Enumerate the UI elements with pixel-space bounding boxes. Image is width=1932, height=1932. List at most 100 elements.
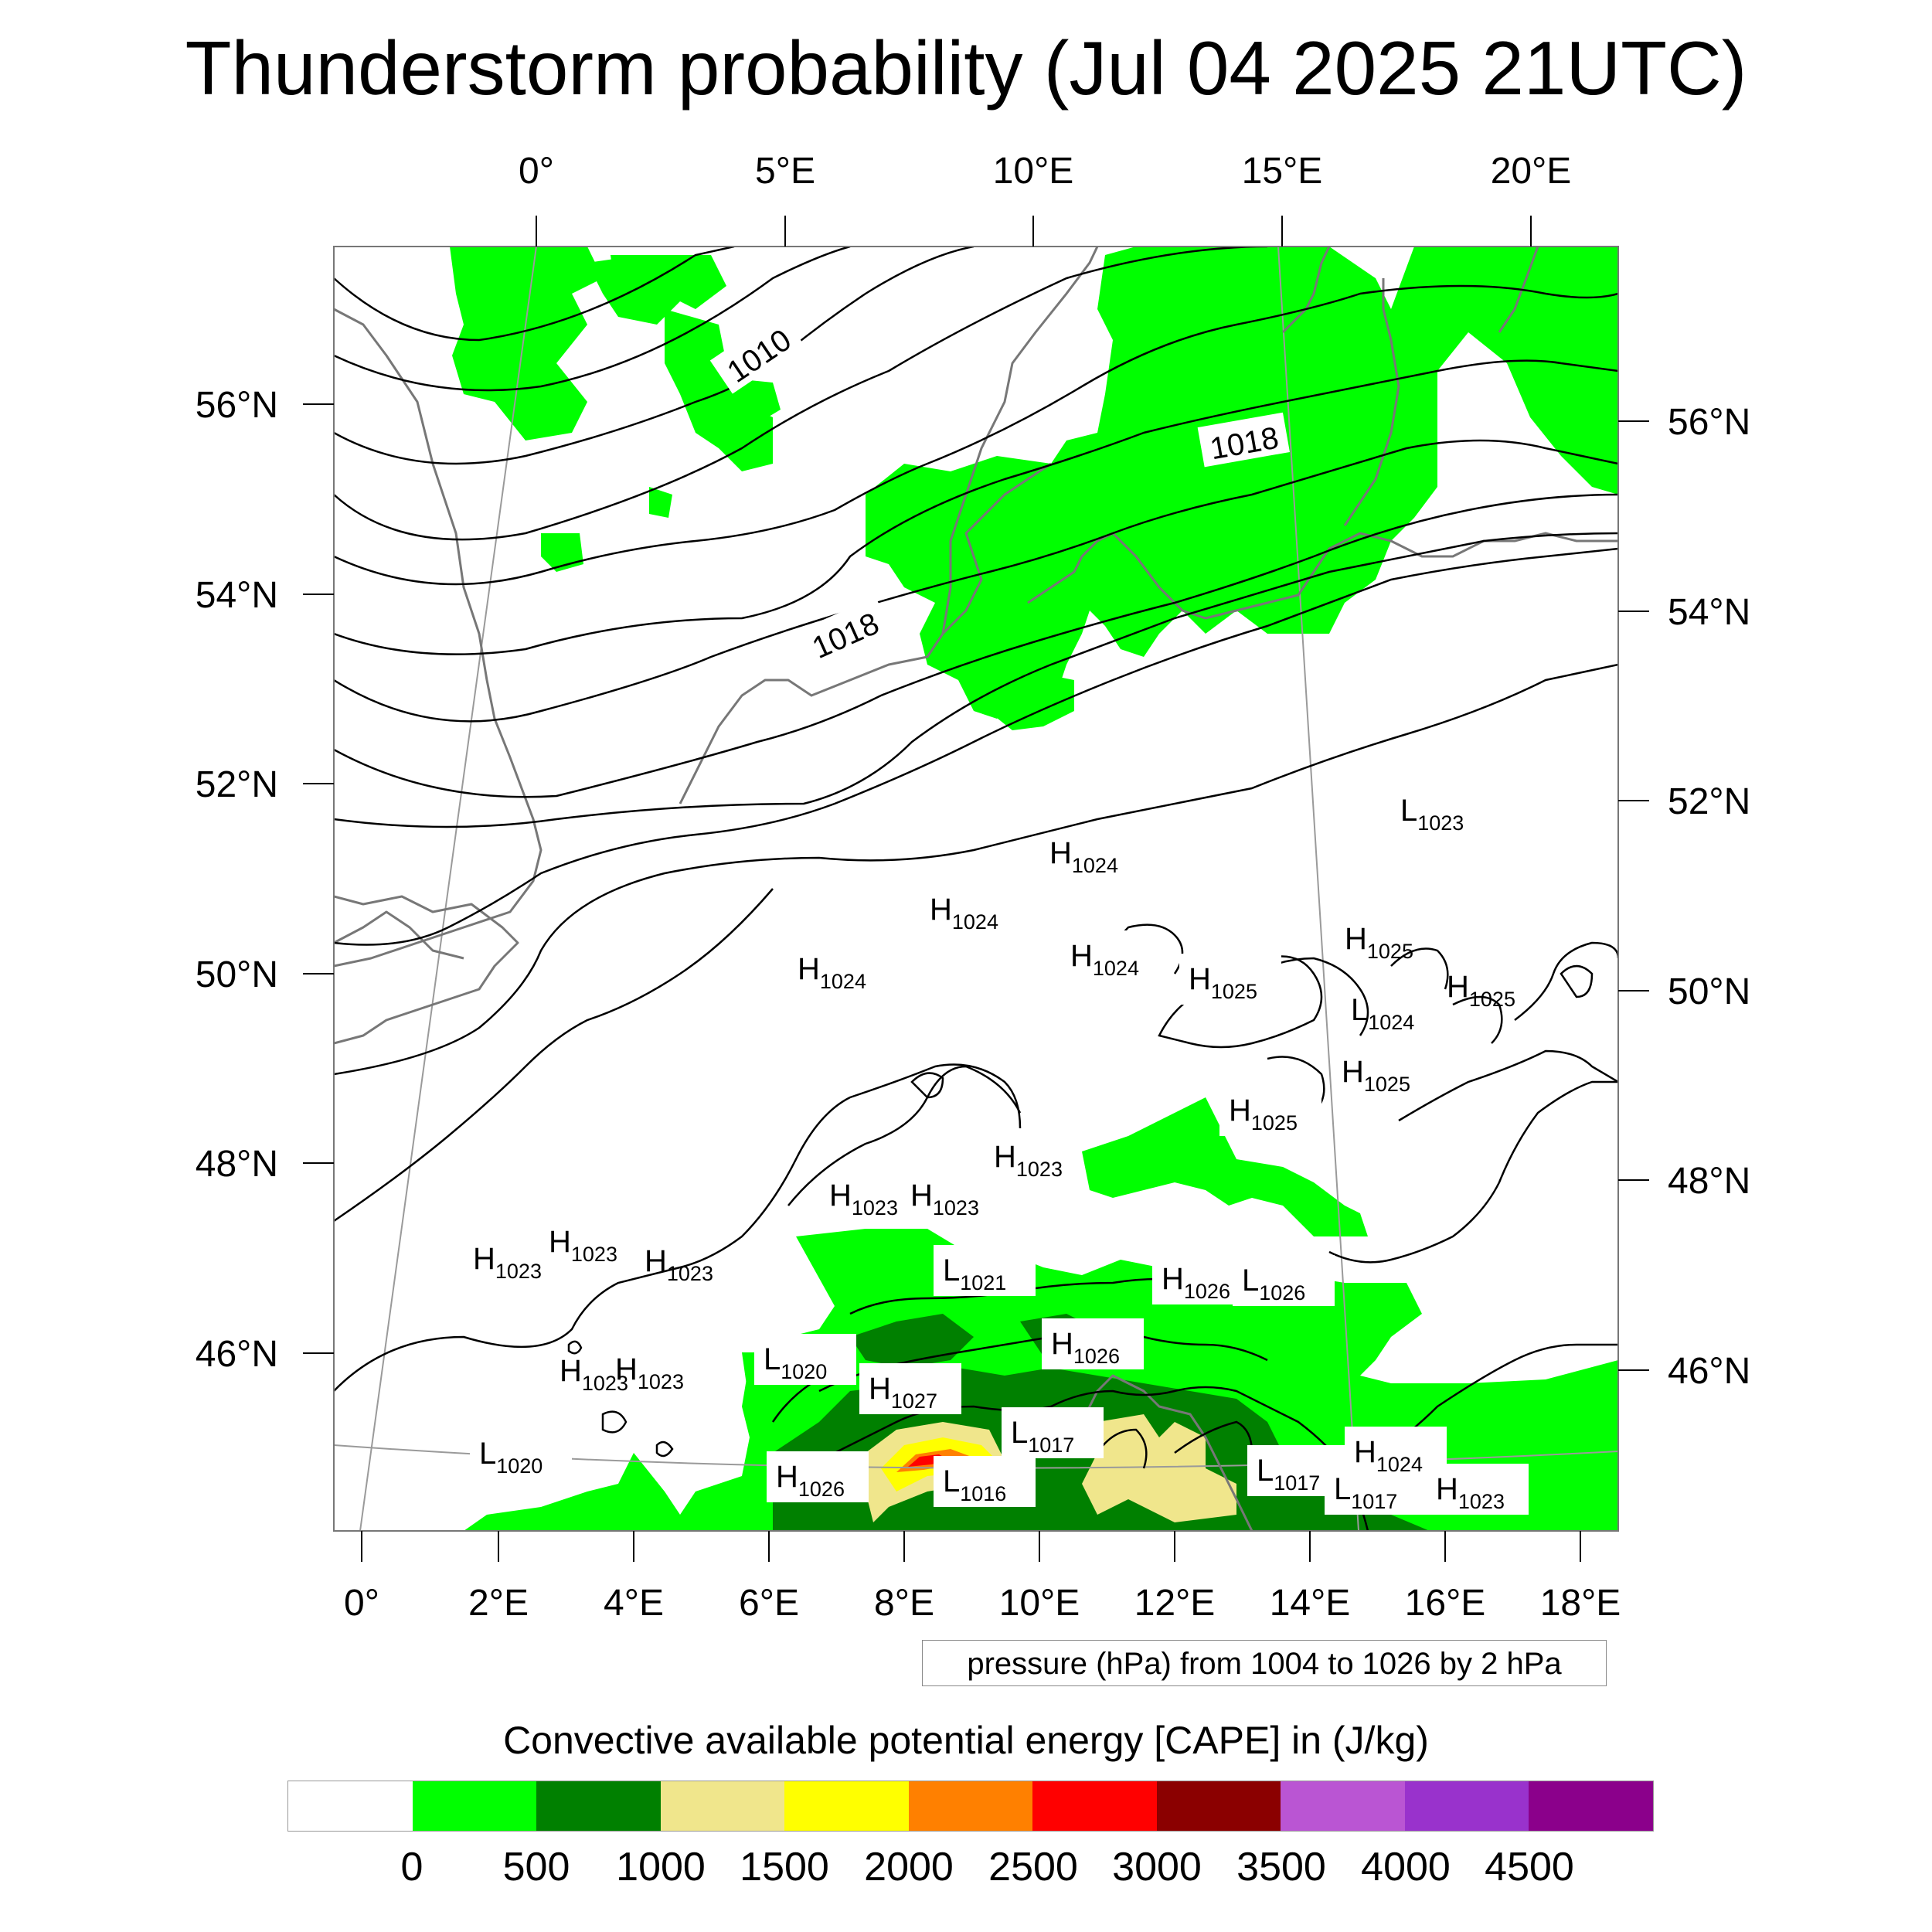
pressure-center-label: H1023: [473, 1242, 542, 1283]
bottom-axis-label: 6°E: [739, 1583, 799, 1624]
coastlines: [334, 247, 1618, 1531]
high-pressure-center: H1024: [1049, 836, 1118, 877]
colorbar-label: 500: [502, 1845, 570, 1889]
left-axis-label: 46°N: [196, 1334, 278, 1375]
pressure-center-box: [859, 1363, 961, 1414]
colorbar-swatch: [1156, 1781, 1281, 1831]
high-pressure-center: H1023: [615, 1352, 684, 1393]
pressure-center-label: L1017: [1011, 1416, 1074, 1457]
right-axis-label: 50°N: [1668, 971, 1750, 1012]
high-pressure-center: H1023: [829, 1179, 898, 1219]
high-pressure-center: H1026: [1042, 1318, 1144, 1369]
pressure-center-label: L1023: [1400, 794, 1464, 835]
pressure-center-label: H1024: [798, 952, 866, 993]
pressure-center-box: [1219, 1085, 1321, 1136]
colorbar-label: 1500: [740, 1845, 829, 1889]
pressure-center-box: [767, 1451, 869, 1502]
bottom-axis-label: 18°E: [1540, 1583, 1621, 1624]
pressure-center-label: H1023: [645, 1244, 713, 1285]
colorbar-swatch: [1281, 1781, 1405, 1831]
pressure-center-box: [934, 1245, 1036, 1296]
colorbar-swatch: [288, 1781, 413, 1831]
colorbar-swatch: [536, 1781, 661, 1831]
pressure-center-box: [470, 1428, 572, 1479]
colorbar-label: 3500: [1236, 1845, 1326, 1889]
bottom-axis-label: 2°E: [468, 1583, 529, 1624]
colorbar-swatch: [1404, 1781, 1529, 1831]
low-pressure-center: L1020: [754, 1334, 856, 1385]
colorbar-label: 2500: [988, 1845, 1078, 1889]
top-axis-labels: 0° 5°E 10°E 15°E 20°E: [519, 151, 1571, 192]
colorbar-swatch: [908, 1781, 1033, 1831]
right-axis-label: 48°N: [1668, 1161, 1750, 1202]
high-pressure-center: H1024: [1061, 930, 1163, 981]
pressure-center-label: H1026: [776, 1460, 845, 1501]
bottom-axis-label: 16°E: [1405, 1583, 1486, 1624]
low-pressure-center: L1021: [934, 1245, 1036, 1296]
left-axis-label: 56°N: [196, 385, 278, 426]
right-axis-label: 46°N: [1668, 1351, 1750, 1392]
pressure-center-label: H1026: [1051, 1327, 1120, 1368]
left-axis-label: 50°N: [196, 954, 278, 995]
bottom-axis-label: 8°E: [874, 1583, 934, 1624]
pressure-center-label: H1025: [1447, 970, 1515, 1011]
pressure-center-label: H1023: [560, 1354, 628, 1395]
pressure-center-label: H1024: [1354, 1435, 1423, 1476]
pressure-center-label: L1016: [943, 1464, 1006, 1505]
pressure-center-box: [1233, 1255, 1335, 1306]
pressure-center-box: [1179, 954, 1281, 1005]
right-axis-label: 56°N: [1668, 402, 1750, 443]
high-pressure-center: H1023: [1427, 1464, 1529, 1515]
page-title: Thunderstorm probability (Jul 04 2025 21…: [185, 26, 1747, 111]
pressure-center-box: [754, 1334, 856, 1385]
low-pressure-center: L1024: [1351, 993, 1414, 1034]
pressure-center-label: H1023: [910, 1179, 979, 1219]
left-axis-label: 52°N: [196, 764, 278, 805]
bottom-axis-label: 0°: [344, 1583, 379, 1624]
right-axis-label: 54°N: [1668, 592, 1750, 633]
high-pressure-center: H1023: [549, 1225, 617, 1266]
left-axis-label: 48°N: [196, 1144, 278, 1185]
high-pressure-center: H1023: [560, 1354, 628, 1395]
pressure-center-label: H1026: [1162, 1262, 1230, 1303]
high-pressure-center: H1024: [930, 893, 998, 934]
pressure-center-label: H1024: [930, 893, 998, 934]
high-pressure-center: H1024: [798, 952, 866, 993]
pressure-center-label: H1023: [549, 1225, 617, 1266]
pressure-center-label: H1024: [1070, 939, 1139, 980]
pressure-center-label: L1020: [479, 1437, 543, 1478]
colorbar-swatch: [1529, 1781, 1654, 1831]
low-pressure-center: L1016: [934, 1456, 1036, 1507]
high-pressure-center: H1023: [473, 1242, 542, 1283]
colorbar-swatch: [784, 1781, 909, 1831]
pressure-center-label: H1024: [1049, 836, 1118, 877]
top-axis-label: 15°E: [1242, 151, 1323, 192]
bottom-axis-label: 12°E: [1134, 1583, 1216, 1624]
bottom-axis-labels: 0° 2°E 4°E 6°E 8°E 10°E 12°E 14°E 16°E 1…: [344, 1583, 1621, 1624]
pressure-center-label: H1025: [1345, 922, 1413, 963]
pressure-center-label: H1023: [829, 1179, 898, 1219]
pressure-center-label: L1026: [1242, 1264, 1305, 1304]
contour-info-box: pressure (hPa) from 1004 to 1026 by 2 hP…: [922, 1640, 1607, 1686]
low-pressure-center: L1017: [1002, 1407, 1104, 1458]
plot-frame: [333, 246, 1619, 1532]
pressure-center-label: H1025: [1342, 1055, 1410, 1096]
top-axis-label: 5°E: [755, 151, 815, 192]
colorbar-swatch: [412, 1781, 537, 1831]
colorbar-swatch: [660, 1781, 785, 1831]
pressure-center-label: H1025: [1229, 1094, 1298, 1134]
low-pressure-center: L1023: [1400, 794, 1464, 835]
pressure-center-box: [1002, 1407, 1104, 1458]
high-pressure-center: H1023: [910, 1179, 979, 1219]
pressure-center-label: L1017: [1334, 1472, 1397, 1513]
left-axis-labels: 56°N 54°N 52°N 50°N 48°N 46°N: [196, 385, 278, 1375]
right-axis-label: 52°N: [1668, 781, 1750, 822]
colorbar-label: 0: [400, 1845, 423, 1889]
high-pressure-center: H1025: [1447, 970, 1515, 1011]
pressure-center-label: L1021: [943, 1253, 1006, 1294]
pressure-center-box: [1427, 1464, 1529, 1515]
high-pressure-center: H1025: [1345, 922, 1413, 963]
colorbar-label: 2000: [864, 1845, 954, 1889]
high-pressure-center: H1023: [994, 1140, 1063, 1181]
high-pressure-center: H1025: [1179, 954, 1281, 1005]
